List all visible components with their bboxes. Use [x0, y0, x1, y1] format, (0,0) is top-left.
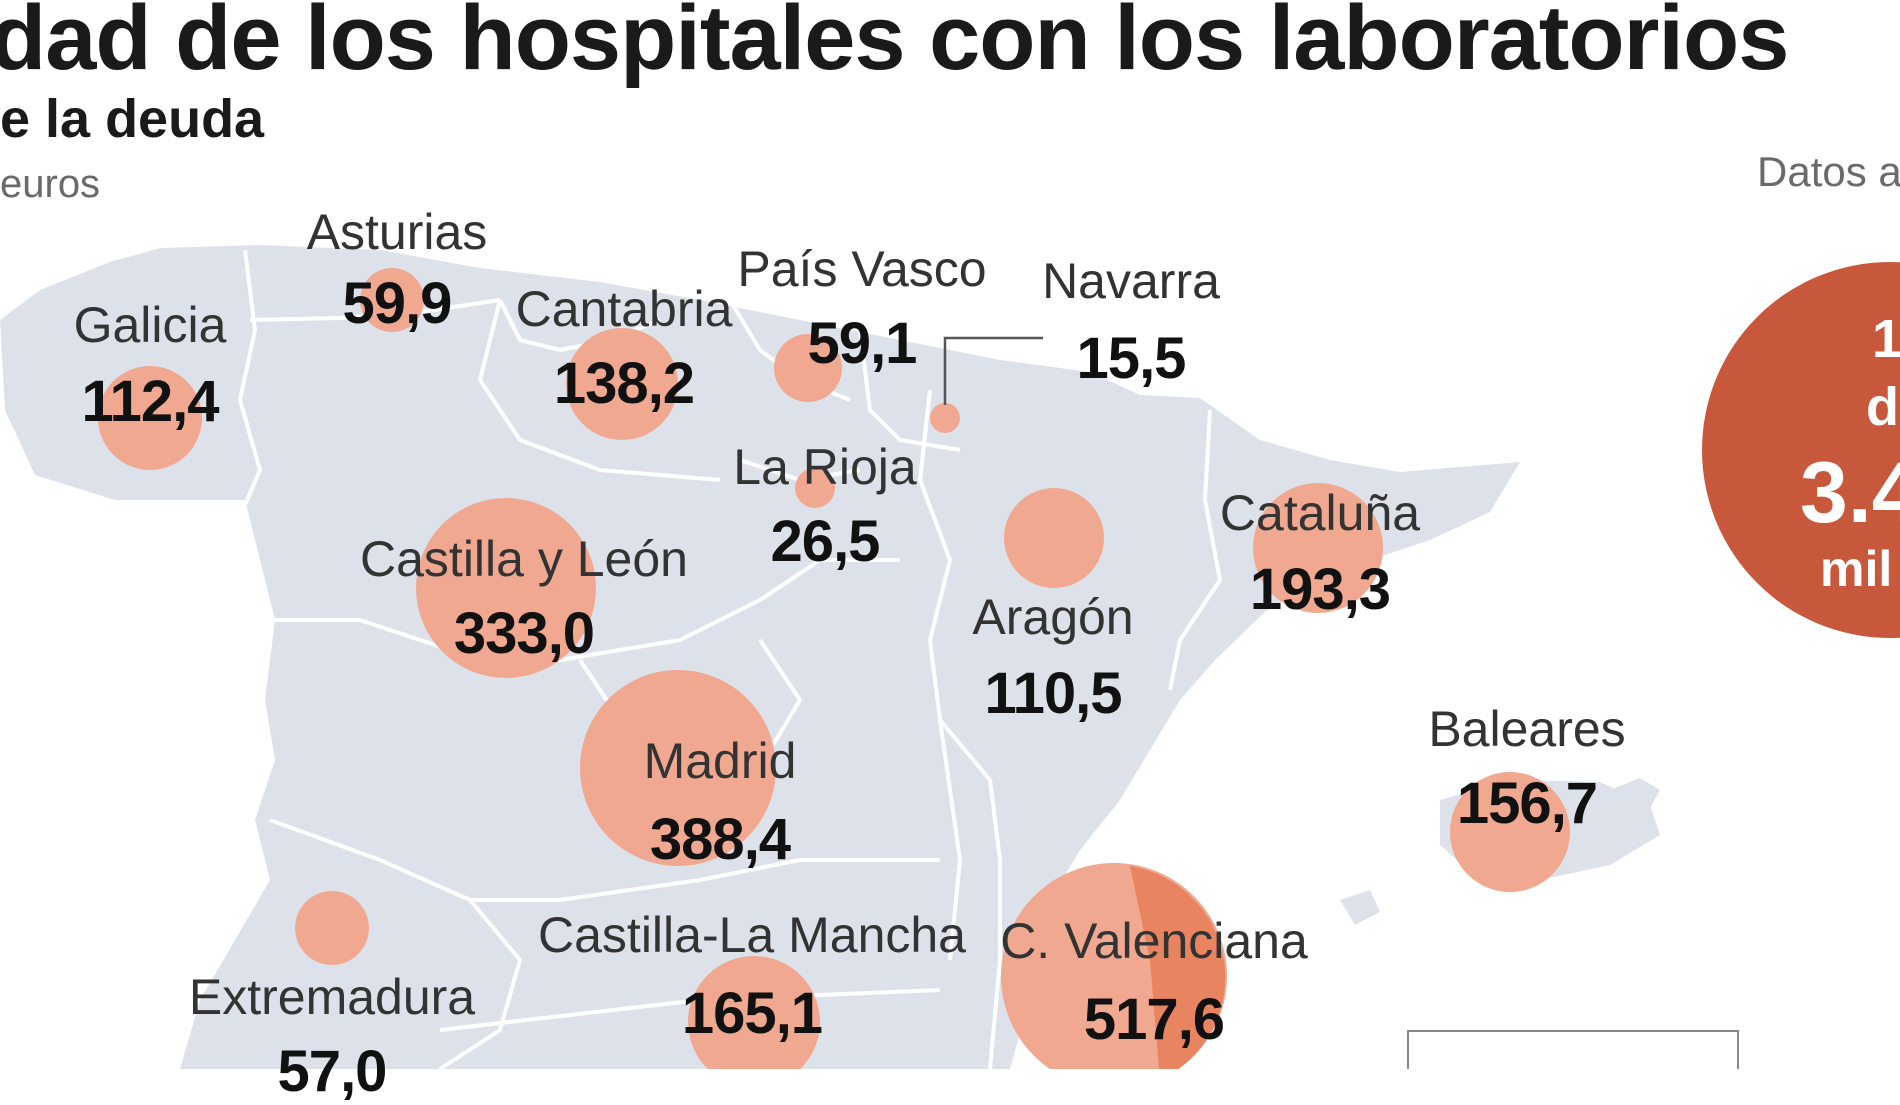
bubble-la-rioja — [795, 468, 835, 508]
label-baleares-value: 156,7 — [1456, 771, 1598, 836]
bubble-galicia — [98, 366, 202, 470]
menorca-shape — [1610, 778, 1660, 808]
chart-title: dad de los hospitales con los laboratori… — [0, 0, 1789, 89]
border-navarra — [858, 329, 961, 452]
border-cataluna — [1168, 409, 1222, 691]
peninsula-shape — [0, 245, 1520, 1069]
total-line-1: 1 — [1872, 309, 1900, 369]
chart-subtitle: e la deuda — [0, 89, 265, 149]
label-aragon-value: 110,5 — [984, 661, 1123, 726]
inset-box — [1407, 1030, 1739, 1069]
border-extremadura — [269, 818, 522, 1069]
bubble-aragon — [1004, 488, 1104, 588]
bubble-castilla-y-leon — [416, 498, 596, 678]
bubble-castilla-la-mancha — [688, 956, 820, 1069]
unit-label: euros — [0, 162, 101, 206]
label-navarra-name: Navarra — [1042, 253, 1220, 309]
bubble-asturias — [360, 268, 424, 332]
label-pais-vasco-name: País Vasco — [737, 241, 987, 297]
border-aragon-west — [918, 389, 992, 782]
label-c-valenciana-value: 517,6 — [1083, 987, 1225, 1052]
label-c-valenciana-name: C. Valenciana — [1000, 913, 1308, 969]
bubble-pais-vasco — [774, 334, 842, 402]
total-bubble — [1702, 262, 1900, 638]
total-line-4: mil — [1820, 541, 1893, 597]
label-asturias-name: Asturias — [306, 204, 488, 260]
total-line-2: d — [1866, 377, 1899, 437]
border-cyl-south — [270, 558, 900, 662]
total-line-3: 3.4 — [1800, 445, 1900, 541]
label-castilla-y-leon-name: Castilla y León — [360, 531, 688, 587]
bubble-baleares — [1450, 772, 1570, 892]
border-cyl-north — [478, 299, 721, 482]
border-clm-east — [938, 719, 962, 961]
navarra-leader-line — [943, 336, 1043, 405]
label-navarra-value: 15,5 — [1076, 326, 1187, 391]
label-castilla-y-leon-value: 333,0 — [453, 601, 595, 666]
label-madrid-name: Madrid — [643, 733, 797, 789]
label-castilla-la-mancha-name: Castilla-La Mancha — [538, 907, 966, 963]
label-castilla-la-mancha-value: 165,1 — [681, 981, 823, 1046]
label-la-rioja-name: La Rioja — [733, 439, 917, 495]
label-extremadura-value: 57,0 — [277, 1039, 388, 1104]
label-galicia-value: 112,4 — [81, 369, 220, 434]
spain-map — [0, 245, 1900, 1069]
label-baleares-name: Baleares — [1428, 701, 1626, 757]
label-madrid-value: 388,4 — [649, 807, 791, 872]
label-cantabria-name: Cantabria — [515, 281, 733, 337]
label-galicia-name: Galicia — [73, 297, 227, 353]
bubble-navarra — [930, 403, 960, 433]
bubble-madrid — [580, 670, 776, 866]
bubble-cataluna — [1253, 483, 1383, 613]
label-la-rioja-value: 26,5 — [770, 509, 881, 574]
label-extremadura-name: Extremadura — [188, 969, 476, 1025]
data-note: Datos a — [1757, 148, 1900, 195]
border-valencia — [988, 779, 1002, 1069]
label-cataluna-value: 193,3 — [1249, 557, 1391, 622]
label-aragon-name: Aragón — [972, 589, 1134, 645]
label-cataluna-name: Cataluña — [1219, 485, 1421, 541]
border-clm — [470, 858, 940, 902]
bubble-cantabria — [566, 328, 678, 440]
border-galicia — [238, 249, 262, 506]
bubbles — [98, 268, 1570, 1069]
ibiza-shape — [1340, 890, 1380, 925]
label-asturias-value: 59,9 — [342, 271, 453, 336]
bubble-extremadura — [295, 891, 369, 965]
label-cantabria-value: 138,2 — [553, 351, 695, 416]
label-pais-vasco-value: 59,1 — [807, 311, 918, 376]
bubble-c-valenciana-overlap — [1130, 866, 1226, 1069]
